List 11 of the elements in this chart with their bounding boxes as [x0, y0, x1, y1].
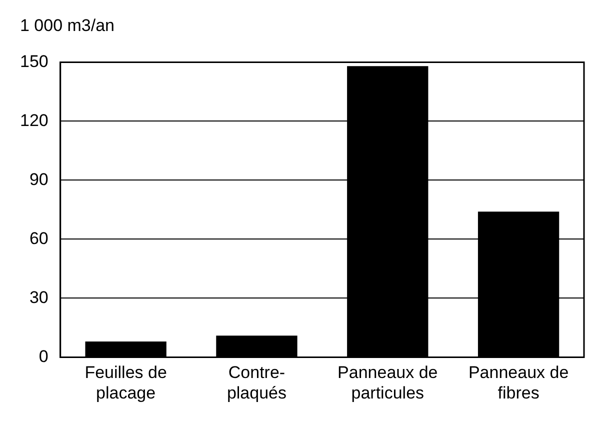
y-tick-label: 120 [20, 110, 48, 130]
y-tick-label: 150 [20, 52, 48, 71]
x-tick-label: Contre-plaqués [226, 363, 287, 402]
x-tick-label: Feuilles de placage [84, 363, 167, 402]
y-tick-label: 0 [38, 346, 48, 366]
y-axis-title: 1 000 m3/an [19, 15, 116, 37]
y-tick-label: 30 [29, 288, 48, 307]
y-tick-label: 60 [29, 228, 48, 248]
x-tick-label: Panneaux de particules [338, 363, 438, 402]
y-tick-label: 90 [29, 170, 48, 189]
x-tick-label: Panneaux de fibres [468, 363, 569, 402]
